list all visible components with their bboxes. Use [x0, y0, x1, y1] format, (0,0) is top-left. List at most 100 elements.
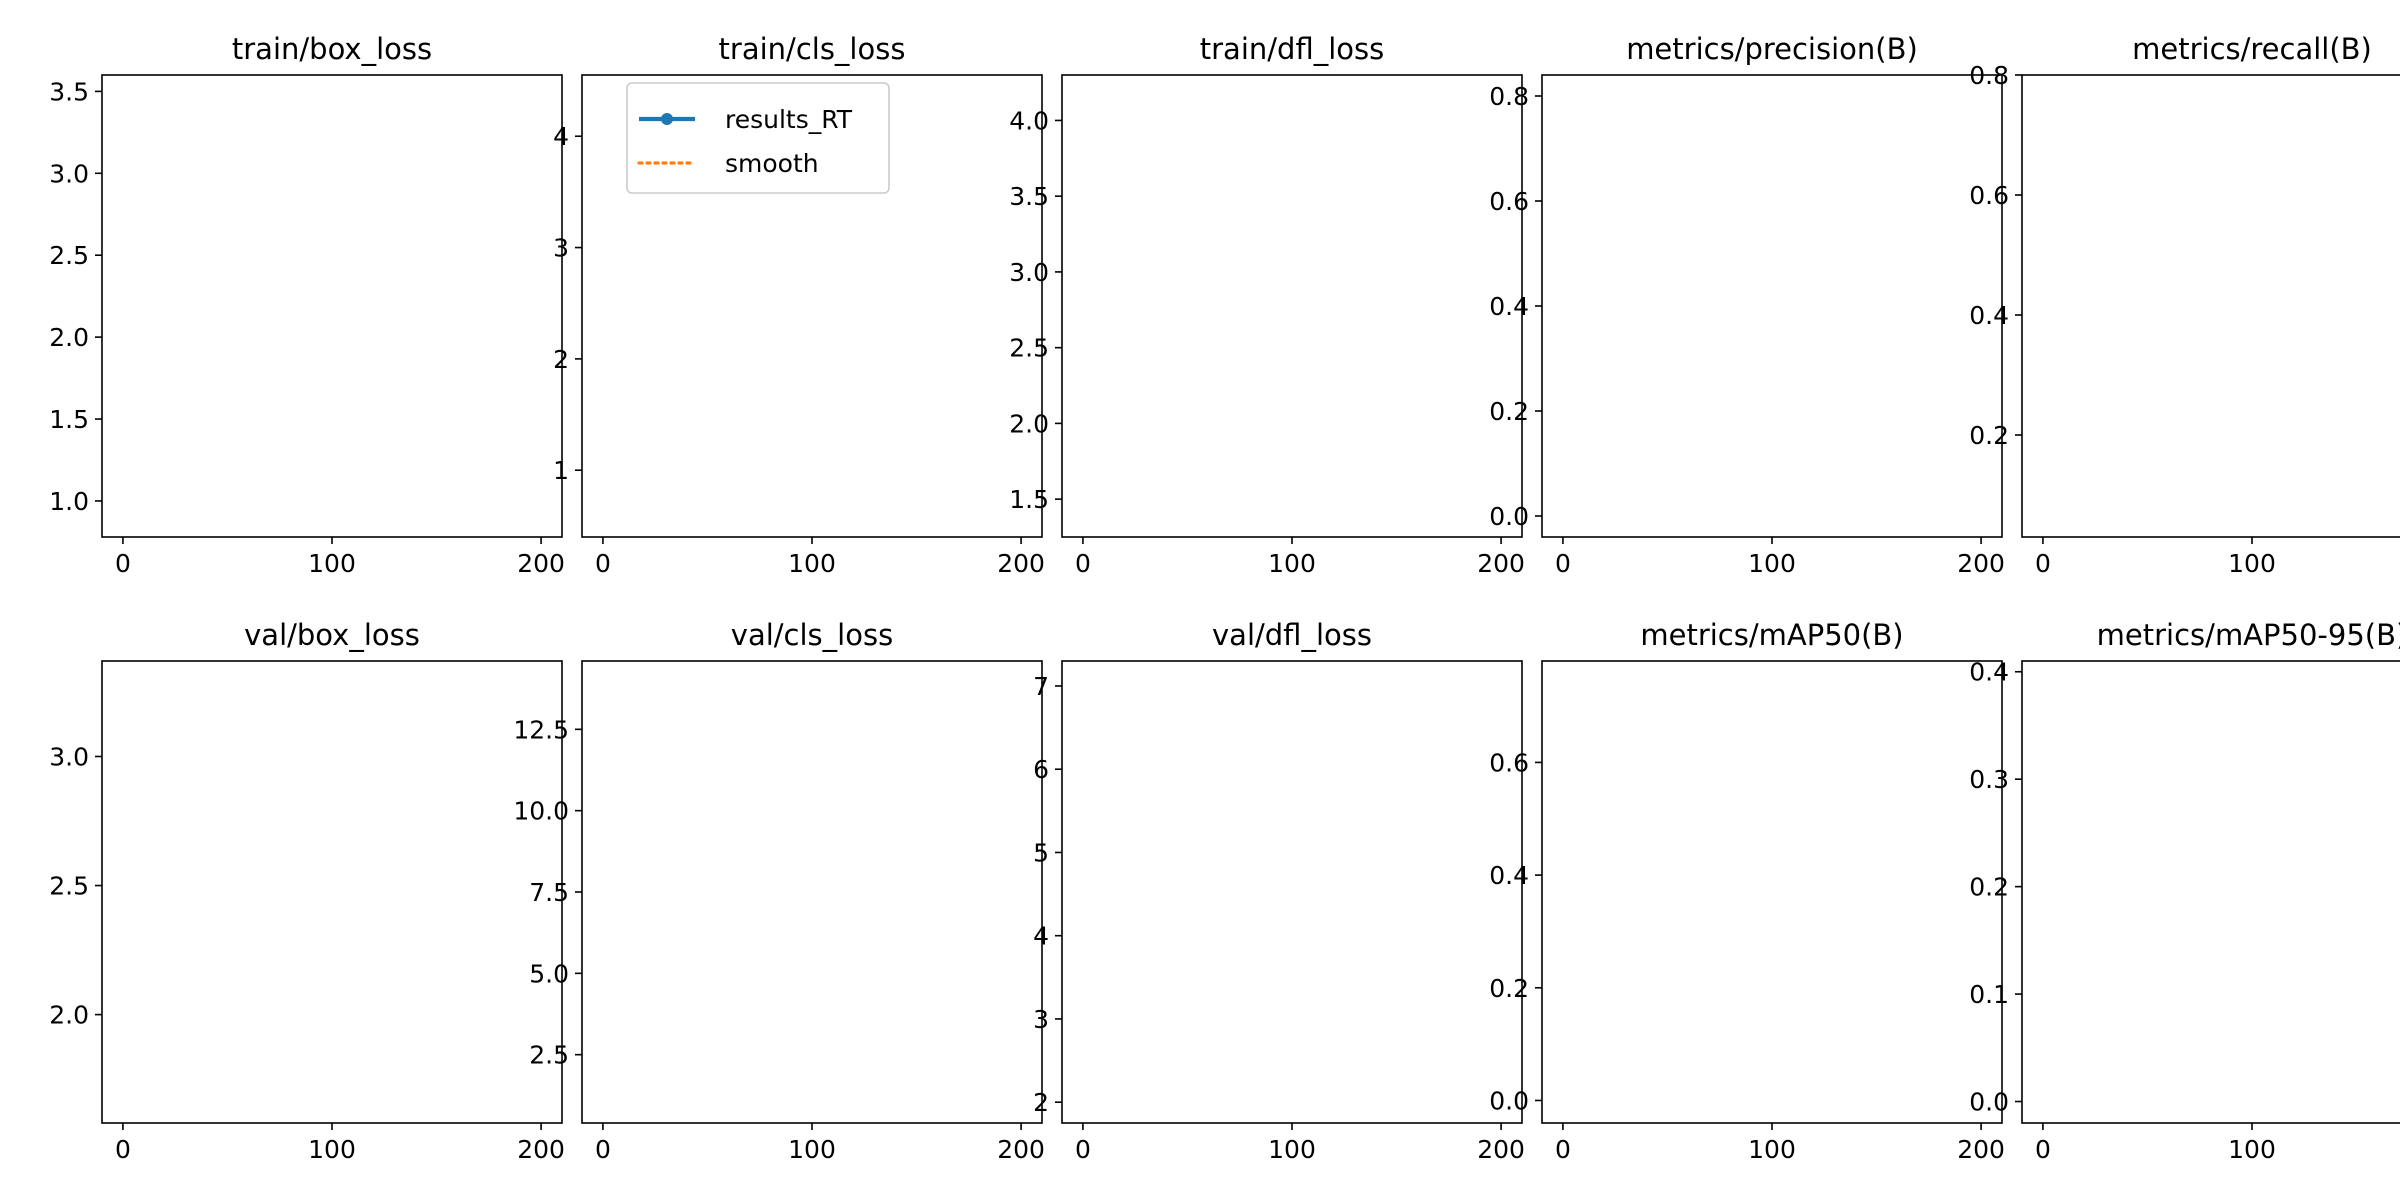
y-tick-label: 2: [553, 345, 569, 374]
y-tick-label: 2: [1033, 1088, 1049, 1117]
axes-frame: [1061, 74, 1523, 538]
legend-results-marker: [661, 113, 673, 125]
x-tick-label: 100: [2228, 549, 2276, 578]
y-tick-label: 4: [553, 122, 569, 151]
subplot: 0 100 200 1.5 2.0 2.5 3.0 3.5 4.0 train/dfl_loss: [1009, 32, 1525, 578]
panel-title: train/dfl_loss: [1200, 32, 1384, 66]
x-tick-label: 200: [997, 1135, 1045, 1164]
panel-title: metrics/recall(B): [2132, 32, 2372, 66]
y-tick-label: 0.4: [1969, 301, 2009, 330]
y-tick-label: 0.0: [1489, 502, 1529, 531]
axes-frame: [2021, 74, 2400, 538]
x-tick-label: 0: [115, 549, 131, 578]
panel-title: val/dfl_loss: [1212, 618, 1372, 652]
x-tick-label: 200: [517, 1135, 565, 1164]
y-tick-label: 0.2: [1489, 397, 1529, 426]
y-tick-label: 7.5: [529, 878, 569, 907]
x-tick-label: 200: [1957, 549, 2005, 578]
y-tick-label: 0.4: [1969, 658, 2009, 687]
subplot: 0 100 200 1 2 3 4 train/cls_loss results_RTsmoot…: [553, 32, 1045, 578]
axes-frame: [1541, 660, 2003, 1124]
x-tick-label: 200: [517, 549, 565, 578]
y-tick-label: 0.0: [1969, 1088, 2009, 1117]
x-tick-label: 0: [2035, 549, 2051, 578]
y-tick-label: 7: [1033, 672, 1049, 701]
y-tick-label: 0.6: [1489, 187, 1529, 216]
y-tick-label: 3.5: [49, 77, 89, 106]
y-tick-label: 0.2: [1969, 421, 2009, 450]
y-tick-label: 3.0: [49, 159, 89, 188]
y-tick-label: 1.5: [1009, 485, 1049, 514]
panel-title: metrics/precision(B): [1626, 32, 1918, 66]
y-tick-label: 2.5: [1009, 334, 1049, 363]
x-tick-label: 100: [308, 1135, 356, 1164]
y-tick-label: 0.4: [1489, 861, 1529, 890]
y-tick-label: 0.2: [1969, 873, 2009, 902]
y-tick-label: 2.5: [49, 241, 89, 270]
axes-frame: [101, 74, 563, 538]
x-tick-label: 200: [1477, 549, 1525, 578]
subplot: 0 100 200 2.0 2.5 3.0 val/box_loss: [49, 618, 565, 1164]
y-tick-label: 1.5: [49, 405, 89, 434]
x-tick-label: 200: [1957, 1135, 2005, 1164]
y-tick-label: 6: [1033, 755, 1049, 784]
subplot: 0 100 200 2.5 5.0 7.5 10.0 12.5 val/cls_loss: [513, 618, 1045, 1164]
x-tick-label: 0: [1555, 1135, 1571, 1164]
panel-title: train/box_loss: [232, 32, 432, 66]
subplot: 0 100 200 0.0 0.2 0.4 0.6 0.8 metrics/precision(…: [1489, 32, 2005, 578]
y-tick-label: 10.0: [513, 797, 569, 826]
x-tick-label: 100: [1748, 549, 1796, 578]
axes-frame: [1541, 74, 2003, 538]
y-tick-label: 0.4: [1489, 292, 1529, 321]
x-tick-label: 0: [595, 1135, 611, 1164]
y-tick-label: 2.0: [1009, 409, 1049, 438]
y-tick-label: 2.5: [49, 872, 89, 901]
y-tick-label: 0.6: [1969, 181, 2009, 210]
y-tick-label: 4: [1033, 922, 1049, 951]
y-tick-label: 0.3: [1969, 765, 2009, 794]
y-tick-label: 3: [553, 234, 569, 263]
panel-title: val/cls_loss: [731, 618, 893, 652]
y-tick-label: 4.0: [1009, 106, 1049, 135]
x-tick-label: 0: [115, 1135, 131, 1164]
y-tick-label: 2.0: [49, 1001, 89, 1030]
axes-frame: [1061, 660, 1523, 1124]
panel-title: metrics/mAP50(B): [1640, 618, 1903, 652]
x-tick-label: 100: [1748, 1135, 1796, 1164]
x-tick-label: 0: [595, 549, 611, 578]
y-tick-label: 12.5: [513, 715, 569, 744]
subplot: 0 100 200 0.0 0.2 0.4 0.6 metrics/mAP50(B): [1489, 618, 2005, 1164]
axes-frame: [101, 660, 563, 1124]
x-tick-label: 100: [2228, 1135, 2276, 1164]
y-tick-label: 1: [553, 456, 569, 485]
subplot: 0 100 200 1.0 1.5 2.0 2.5 3.0 3.5 train/box_loss: [49, 32, 565, 578]
y-tick-label: 0.8: [1489, 82, 1529, 111]
y-tick-label: 5.0: [529, 959, 569, 988]
x-tick-label: 100: [308, 549, 356, 578]
y-tick-label: 3.0: [49, 742, 89, 771]
x-tick-label: 100: [1268, 549, 1316, 578]
y-tick-label: 3: [1033, 1005, 1049, 1034]
x-tick-label: 200: [1477, 1135, 1525, 1164]
axes-frame: [2021, 660, 2400, 1124]
y-tick-label: 0.0: [1489, 1086, 1529, 1115]
x-tick-label: 0: [1555, 549, 1571, 578]
y-tick-label: 0.2: [1489, 974, 1529, 1003]
legend-label-smooth: smooth: [725, 149, 819, 178]
y-tick-label: 3.0: [1009, 258, 1049, 287]
legend-box: [626, 82, 890, 194]
y-tick-label: 0.6: [1489, 748, 1529, 777]
y-tick-label: 3.5: [1009, 182, 1049, 211]
x-tick-label: 100: [788, 549, 836, 578]
panel-title: val/box_loss: [244, 618, 420, 652]
x-tick-label: 0: [2035, 1135, 2051, 1164]
subplot: 01002000.00.10.20.30.4metrics/mAP50-95(B…: [1969, 618, 2400, 1164]
x-tick-label: 100: [788, 1135, 836, 1164]
y-tick-label: 2.5: [529, 1041, 569, 1070]
axes-frame: [581, 660, 1043, 1124]
panel-title: metrics/mAP50-95(B): [2097, 618, 2400, 652]
x-tick-label: 200: [997, 549, 1045, 578]
